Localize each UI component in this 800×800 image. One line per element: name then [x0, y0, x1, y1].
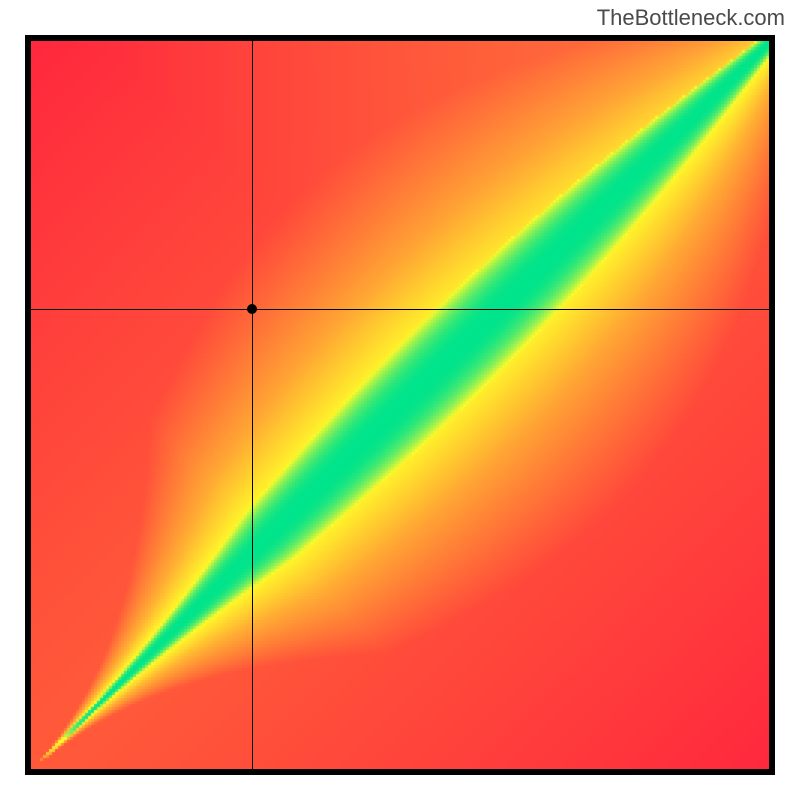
heatmap-canvas: [31, 41, 769, 769]
chart-frame: [25, 35, 775, 775]
watermark-text: TheBottleneck.com: [597, 5, 785, 31]
crosshair-horizontal: [31, 309, 769, 310]
chart-inner: [31, 41, 769, 769]
crosshair-vertical: [252, 41, 253, 769]
marker-dot: [247, 304, 257, 314]
